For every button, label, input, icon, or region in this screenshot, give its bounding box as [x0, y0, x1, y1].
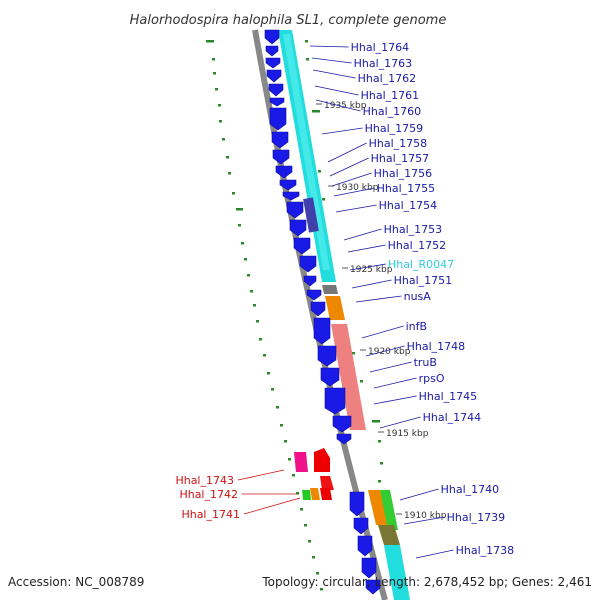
- gene-label-hhal_1758[interactable]: Hhal_1758: [369, 137, 428, 150]
- cds-arrow-25: [349, 491, 365, 517]
- cds-arrow-7: [271, 131, 289, 149]
- cds-arrow-4: [268, 83, 284, 97]
- gene-label-hhal_1742[interactable]: Hhal_1742: [179, 488, 238, 501]
- cds-arrow-24: [336, 433, 352, 445]
- cds-arrow-16: [303, 275, 317, 287]
- gene-label-hhal_1761[interactable]: Hhal_1761: [361, 89, 420, 102]
- map-title: Halorhodospira halophila SL1, complete g…: [130, 13, 447, 28]
- gene-label-hhal_1753[interactable]: Hhal_1753: [384, 223, 443, 236]
- gene-label-hhal_1751[interactable]: Hhal_1751: [394, 274, 453, 287]
- gene-label-hhal_1741[interactable]: Hhal_1741: [181, 508, 240, 521]
- cds-arrow-21: [320, 367, 340, 387]
- cds-arrow-14: [293, 237, 311, 255]
- tick-label-1: 1930 kbp: [336, 183, 379, 193]
- cds-arrow-13: [289, 219, 307, 237]
- gene-label-infb[interactable]: infB: [406, 320, 427, 333]
- gene-label-hhal_1744[interactable]: Hhal_1744: [423, 411, 482, 424]
- gene-label-hhal_1755[interactable]: Hhal_1755: [377, 182, 436, 195]
- gene-label-nusa[interactable]: nusA: [404, 290, 432, 303]
- gene-label-rpso[interactable]: rpsO: [419, 372, 445, 385]
- gene-label-hhal_1743[interactable]: Hhal_1743: [175, 474, 234, 487]
- tick-label-3: 1920 kbp: [368, 347, 411, 357]
- cds-arrow-22: [324, 387, 346, 415]
- gene-label-hhal_1756[interactable]: Hhal_1756: [374, 167, 433, 180]
- tick-label-2: 1925 kbp: [350, 265, 393, 275]
- cds-arrow-27: [357, 535, 373, 557]
- genome-stats-label: Topology: circular; Length: 2,678,452 bp…: [261, 575, 592, 589]
- cds-arrow-3: [266, 69, 282, 83]
- cds-arrow-29: [365, 579, 381, 595]
- gene-label-hhal_1752[interactable]: Hhal_1752: [388, 239, 447, 252]
- cds-arrow-23: [332, 415, 352, 433]
- cds-arrow-28: [361, 557, 377, 579]
- reverse-cds-track: [294, 448, 334, 500]
- gene-label-hhal_r0047[interactable]: Hhal_R0047: [388, 258, 454, 271]
- cds-arrow-15: [299, 255, 317, 273]
- gene-label-hhal_1763[interactable]: Hhal_1763: [354, 57, 413, 70]
- cds-arrow-17: [306, 289, 322, 301]
- gene-label-hhal_1754[interactable]: Hhal_1754: [379, 199, 438, 212]
- gene-label-hhal_1762[interactable]: Hhal_1762: [358, 72, 417, 85]
- accession-label: Accession: NC_008789: [8, 575, 144, 589]
- forward-cds-track: [264, 29, 381, 595]
- cds-arrow-8: [272, 149, 290, 165]
- gene-label-hhal_1760[interactable]: Hhal_1760: [363, 105, 422, 118]
- cds-arrow-18: [310, 301, 326, 317]
- tick-label-4: 1915 kbp: [386, 429, 429, 439]
- cog-color-track: [278, 30, 410, 600]
- cds-arrow-19: [313, 317, 331, 345]
- cds-arrow-2: [265, 57, 281, 69]
- cds-arrow-0: [264, 29, 280, 45]
- gene-label-hhal_1738[interactable]: Hhal_1738: [456, 544, 515, 557]
- gene-label-hhal_1739[interactable]: Hhal_1739: [447, 511, 506, 524]
- gene-label-hhal_1764[interactable]: Hhal_1764: [351, 41, 410, 54]
- gene-labels-right: Hhal_1764 Hhal_1763 Hhal_1762 Hhal_1761 Hhal…: [309, 41, 515, 559]
- gene-label-trub[interactable]: truB: [414, 356, 437, 369]
- gene-label-hhal_1759[interactable]: Hhal_1759: [365, 122, 424, 135]
- cds-arrow-20: [317, 345, 337, 367]
- gene-label-hhal_1740[interactable]: Hhal_1740: [441, 483, 500, 496]
- gene-label-hhal_1748[interactable]: Hhal_1748: [407, 340, 466, 353]
- cds-arrow-9: [275, 165, 293, 179]
- cds-arrow-12: [286, 201, 304, 219]
- gene-label-hhal_1757[interactable]: Hhal_1757: [371, 152, 430, 165]
- cds-arrow-5: [269, 97, 285, 107]
- gene-label-hhal_1745[interactable]: Hhal_1745: [419, 390, 478, 403]
- tick-label-0: 1935 kbp: [324, 101, 367, 111]
- cds-arrow-26: [353, 517, 369, 535]
- cds-arrow-1: [265, 45, 279, 57]
- cds-arrow-10: [279, 179, 297, 191]
- cds-arrow-6: [269, 107, 287, 131]
- cds-arrow-11: [282, 191, 300, 201]
- tick-label-5: 1910 kbp: [404, 511, 447, 521]
